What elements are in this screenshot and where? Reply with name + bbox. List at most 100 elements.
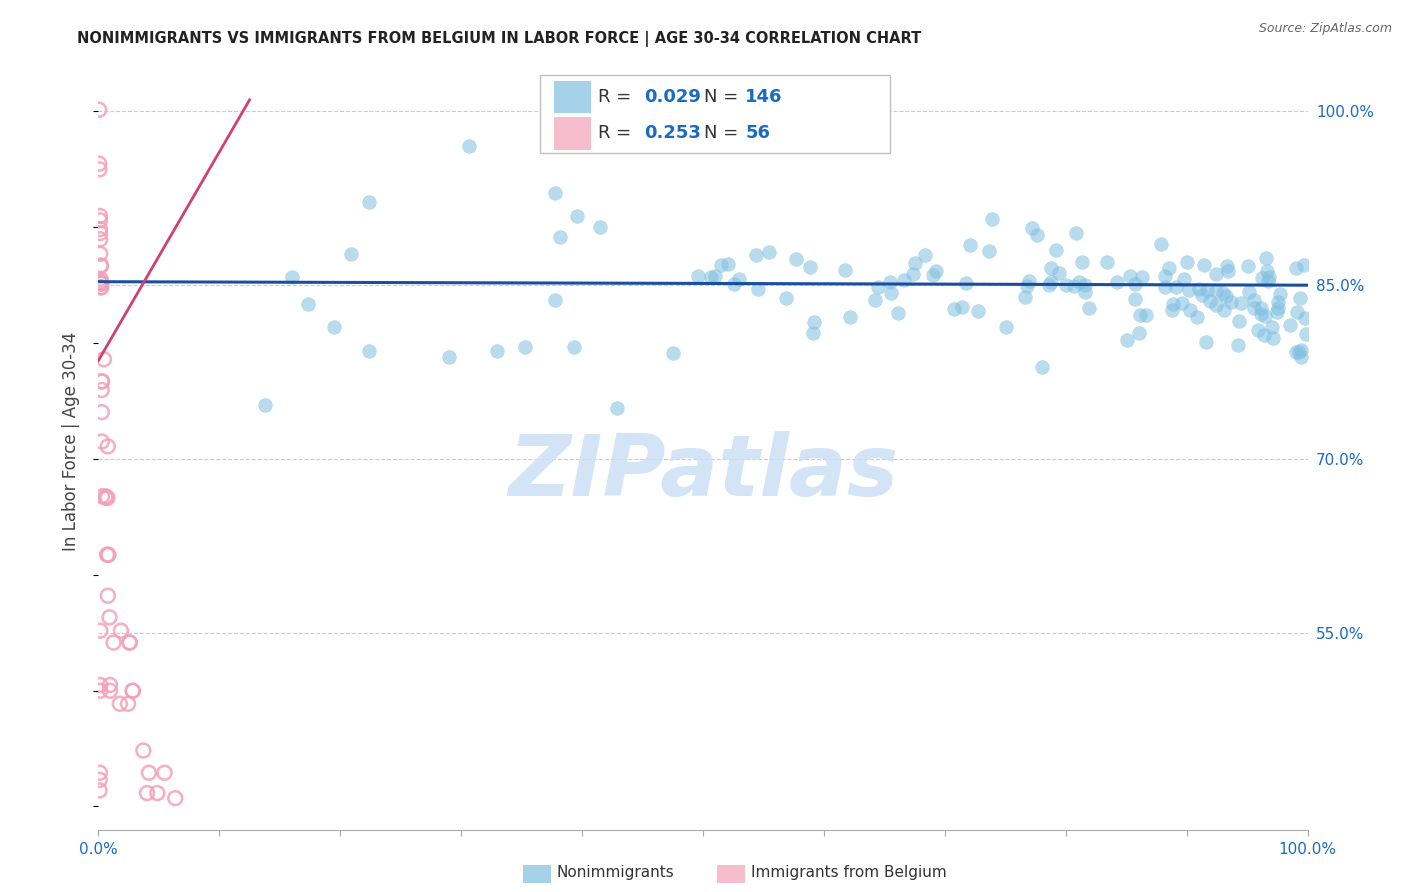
Point [89, 783, 111, 797]
Point [1288, 345, 1310, 359]
Point [879, 275, 901, 289]
Point [323, 319, 346, 334]
Point [1161, 297, 1184, 311]
Point [118, 635, 141, 649]
Point [89, 259, 111, 273]
Point [1294, 258, 1316, 272]
Point [803, 315, 825, 329]
FancyBboxPatch shape [540, 75, 890, 153]
Point [1215, 288, 1237, 302]
Point [1212, 285, 1234, 300]
Point [544, 186, 567, 200]
Point [1236, 259, 1258, 273]
Point [1205, 298, 1227, 312]
Point [1294, 311, 1316, 326]
Point [98, 678, 121, 692]
Point [110, 624, 132, 638]
Point [747, 282, 769, 296]
Point [1295, 326, 1317, 341]
Point [1095, 255, 1118, 269]
Point [1173, 271, 1195, 285]
Point [1150, 236, 1173, 251]
Point [1123, 293, 1146, 307]
FancyBboxPatch shape [554, 80, 591, 113]
Point [1123, 277, 1146, 291]
Point [703, 269, 725, 284]
Point [1268, 287, 1291, 301]
Text: NONIMMIGRANTS VS IMMIGRANTS FROM BELGIUM IN LABOR FORCE | AGE 30-34 CORRELATION : NONIMMIGRANTS VS IMMIGRANTS FROM BELGIUM… [77, 31, 921, 47]
Point [1039, 261, 1062, 276]
Point [1267, 295, 1289, 310]
Point [950, 300, 973, 314]
Point [1285, 260, 1308, 275]
Text: N =: N = [704, 88, 744, 106]
Point [89, 678, 111, 692]
Point [1195, 283, 1218, 297]
Point [1171, 295, 1194, 310]
Point [108, 697, 131, 711]
Point [977, 244, 1000, 259]
Point [89, 226, 111, 240]
Point [661, 345, 683, 359]
Point [1230, 296, 1253, 310]
Point [565, 209, 588, 223]
Point [486, 344, 509, 359]
Point [564, 340, 586, 354]
Point [1250, 307, 1272, 321]
Point [710, 258, 733, 272]
Text: Nonimmigrants: Nonimmigrants [557, 865, 675, 880]
Point [339, 246, 361, 260]
Point [924, 264, 946, 278]
Point [922, 268, 945, 282]
Point [90, 277, 112, 291]
Point [90, 405, 112, 419]
Point [1063, 278, 1085, 293]
Point [1014, 290, 1036, 304]
Text: Immigrants from Belgium: Immigrants from Belgium [751, 865, 946, 880]
Point [117, 697, 139, 711]
Point [89, 232, 111, 246]
Point [90, 383, 112, 397]
Point [1261, 330, 1284, 344]
Point [1285, 305, 1308, 319]
Point [1253, 327, 1275, 342]
Point [1250, 301, 1272, 315]
Point [1213, 302, 1236, 317]
Point [1219, 294, 1241, 309]
Point [834, 263, 856, 277]
Point [1064, 227, 1087, 241]
Point [606, 401, 628, 415]
Point [1077, 301, 1099, 315]
Point [90, 375, 112, 389]
Point [758, 244, 780, 259]
Point [799, 260, 821, 274]
Point [1265, 304, 1288, 318]
Point [1039, 276, 1062, 290]
Point [89, 157, 111, 171]
Text: ZIPatlas: ZIPatlas [508, 431, 898, 514]
Point [94, 491, 117, 505]
Point [457, 139, 479, 153]
Point [1069, 275, 1091, 289]
Point [1239, 285, 1261, 299]
Text: 0.253: 0.253 [644, 125, 700, 143]
Point [89, 772, 111, 787]
Point [1289, 343, 1312, 357]
Point [90, 275, 112, 289]
Point [1038, 277, 1060, 292]
Point [1105, 275, 1128, 289]
Point [138, 765, 160, 780]
Point [723, 277, 745, 292]
Point [1216, 264, 1239, 278]
Point [1017, 278, 1039, 293]
Point [1073, 277, 1095, 292]
Point [1191, 287, 1213, 301]
Point [1188, 282, 1211, 296]
Point [1216, 259, 1239, 273]
Point [89, 213, 111, 227]
Point [91, 489, 114, 503]
Point [153, 765, 176, 780]
Point [1285, 345, 1308, 359]
Point [89, 624, 111, 638]
Point [1157, 260, 1180, 275]
